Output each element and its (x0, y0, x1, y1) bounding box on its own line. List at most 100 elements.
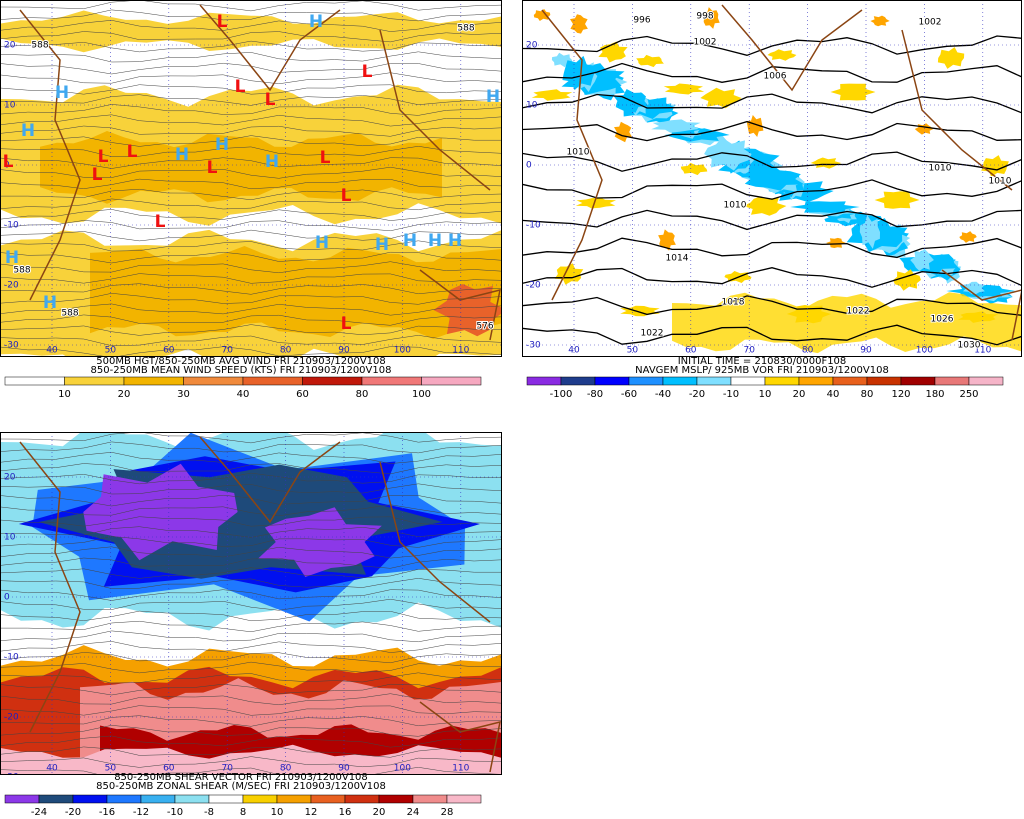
isobar (522, 35, 1022, 56)
colorbar-label: 40 (237, 389, 250, 400)
streamline (0, 630, 502, 643)
streamline (0, 641, 502, 653)
colorbar-swatch (183, 376, 244, 386)
vorticity-cell (651, 119, 701, 133)
high-marker: H (403, 231, 417, 251)
high-marker: H (55, 83, 69, 103)
isobar (522, 179, 1022, 200)
map-frame (522, 0, 1022, 357)
streamline (0, 725, 502, 737)
contour-label: 1010 (724, 201, 747, 211)
streamline (0, 693, 502, 706)
low-marker: L (362, 62, 373, 82)
contour-label: 588 (31, 41, 48, 51)
high-marker: H (43, 293, 57, 313)
vorticity-cell (636, 54, 664, 68)
contour-label: 588 (61, 309, 78, 319)
colorbar-label: -12 (133, 807, 149, 818)
colorbar-label: -40 (655, 389, 671, 400)
coastline (199, 436, 341, 524)
colorbar-label: 250 (959, 389, 978, 400)
streamline (0, 209, 502, 221)
streamline (0, 620, 502, 633)
colorbar-label: 16 (339, 807, 352, 818)
streamline (0, 546, 502, 559)
streamline (0, 188, 502, 201)
streamline (0, 526, 502, 538)
contour-label: 1002 (694, 38, 717, 48)
colorbar-swatch (242, 794, 278, 804)
streamline (0, 229, 502, 242)
streamline (0, 472, 502, 485)
longitude-label: 110 (452, 764, 469, 774)
isobar (522, 267, 1022, 288)
caption: 850-250MB ZONAL SHEAR (M/SEC) FRI 210903… (96, 781, 386, 792)
wind-band (0, 10, 502, 53)
vorticity-cell (910, 248, 934, 271)
contour-label: 1022 (641, 329, 664, 339)
isobar (522, 62, 1022, 83)
longitude-label: 50 (627, 346, 639, 356)
longitude-label: 110 (974, 346, 991, 356)
low-marker: L (217, 12, 228, 32)
colorbar-swatch (628, 376, 664, 386)
streamline (0, 441, 502, 454)
streamline (0, 104, 502, 116)
caption: 850-250MB MEAN WIND SPEED (KTS) FRI 2109… (91, 365, 392, 376)
vorticity-cell (959, 231, 977, 243)
longitude-label: 80 (802, 346, 814, 356)
streamline (0, 652, 502, 664)
contour-label: 1010 (989, 177, 1012, 187)
contour-label: 1010 (567, 148, 590, 158)
contour-label: 588 (13, 266, 30, 276)
colorbar-swatch (421, 376, 482, 386)
streamline (0, 135, 502, 147)
vorticity-cell (830, 83, 876, 101)
longitude-label: 60 (163, 764, 175, 774)
colorbar-label: -8 (204, 807, 214, 818)
coastline (19, 441, 81, 733)
contour-label: 996 (633, 16, 650, 26)
latitude-label: 20 (526, 41, 538, 51)
low-marker: L (320, 148, 331, 168)
wind-core (90, 246, 502, 339)
vorticity-band (672, 292, 1022, 354)
isobar (522, 324, 1022, 346)
colorbar-swatch (38, 794, 74, 804)
colorbar-swatch (662, 376, 698, 386)
streamline (0, 346, 502, 357)
colorbar-label: 60 (296, 389, 309, 400)
longitude-label: 80 (280, 764, 292, 774)
longitude-label: 50 (105, 346, 117, 356)
streamline (0, 198, 502, 211)
streamline (0, 166, 502, 179)
latitude-label: -30 (526, 341, 541, 351)
vorticity-cell (702, 7, 720, 29)
high-marker: H (215, 135, 229, 155)
colorbar-label: 24 (407, 807, 420, 818)
contour-label: 1030 (958, 341, 981, 351)
low-marker: L (98, 147, 109, 167)
longitude-label: 70 (743, 346, 755, 356)
vorticity-cell (531, 89, 573, 101)
shear-core (83, 463, 238, 561)
vorticity-cell (746, 115, 764, 137)
vorticity-cell (700, 87, 742, 109)
vorticity-cell (663, 83, 705, 95)
colorbar-swatch (560, 376, 596, 386)
isobar (522, 151, 1022, 172)
colorbar-swatch (242, 376, 303, 386)
colorbar-label: -60 (621, 389, 637, 400)
colorbar-label: -80 (587, 389, 603, 400)
latitude-label: 20 (4, 41, 16, 51)
latitude-label: -20 (4, 281, 19, 291)
longitude-label: 70 (221, 346, 233, 356)
latitude-label: 0 (4, 593, 10, 603)
colorbar-swatch (344, 794, 380, 804)
colorbar-swatch (4, 376, 65, 386)
longitude-label: 110 (452, 346, 469, 356)
vorticity-cell (981, 155, 1009, 177)
